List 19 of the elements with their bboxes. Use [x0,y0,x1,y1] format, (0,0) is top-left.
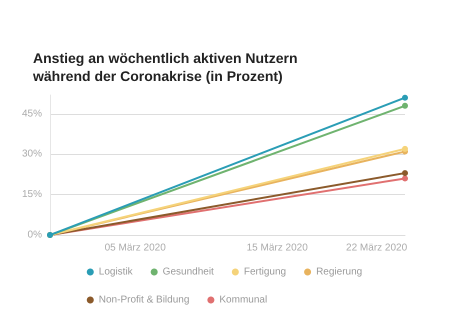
y-tick-label: 15% [22,189,42,200]
y-tick-label: 0% [28,230,42,240]
legend-label: Logistik [98,266,134,278]
y-tick-label: 45% [22,108,42,120]
point [402,94,408,101]
point [402,170,408,176]
point [402,175,408,182]
x-tick-label: 05 März 2020 [104,242,166,254]
legend-label: Fertigung [244,266,286,278]
y-tick-label: 30% [22,148,42,160]
chart-title: Anstieg an wöchentlich aktiven Nutzern während der Coronakrise (in Prozent) [32,50,302,84]
point [402,102,408,109]
legend-label: Kommunal [219,294,268,306]
x-tick-label: 15 März 2020 [246,242,308,254]
legend-label: Gesundheit [162,266,214,278]
point [402,146,408,152]
legend-label: Non-Profit & Bildung [98,294,190,306]
x-tick-label: 22 März 2020 [346,242,408,254]
legend-label: Regierung [316,266,362,278]
